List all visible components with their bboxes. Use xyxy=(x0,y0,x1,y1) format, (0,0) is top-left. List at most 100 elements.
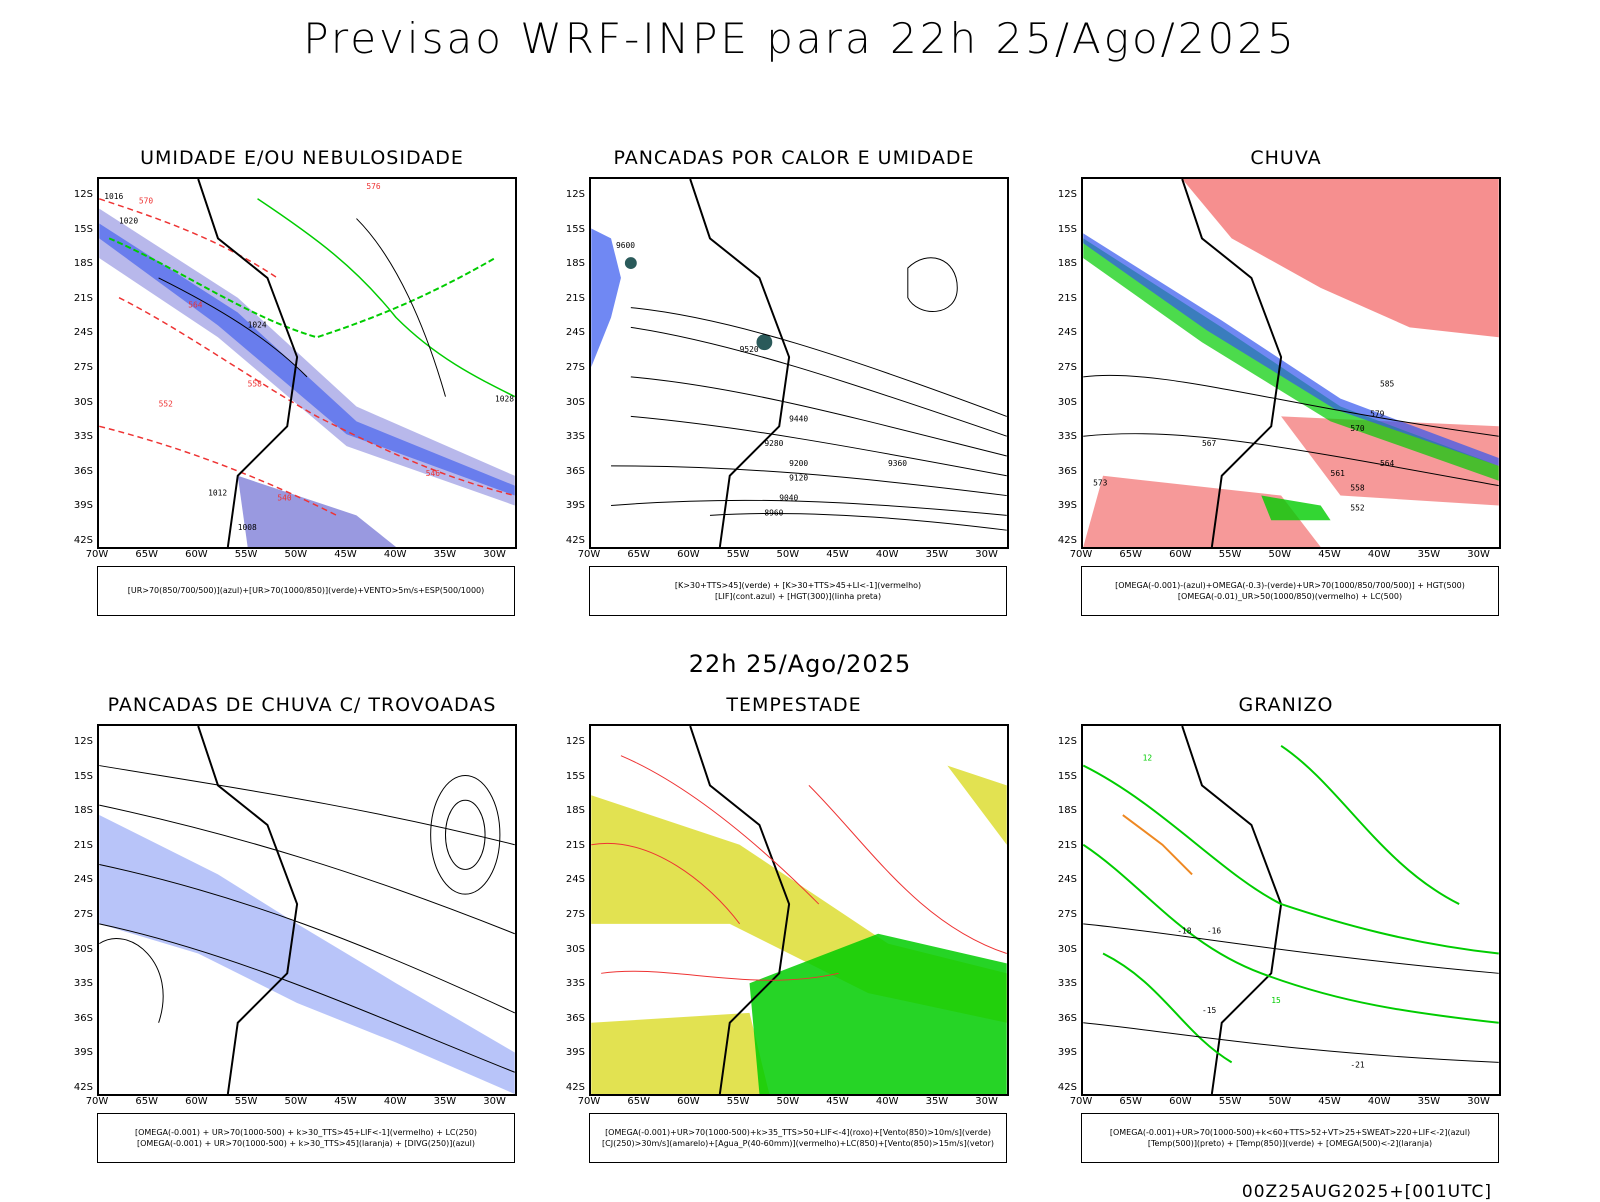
rain-green-band xyxy=(1083,238,1499,481)
rain-green-south xyxy=(1261,495,1331,521)
coastline xyxy=(689,179,791,547)
lat-tick-label: 39S xyxy=(565,1047,585,1059)
lat-tick-label: 15S xyxy=(1057,223,1077,235)
hgt-9200 xyxy=(611,499,1007,516)
run-time-label: 00Z25AUG2025+[001UTC] xyxy=(1241,1182,1492,1202)
thunderstorm-map-canvas xyxy=(99,726,515,1094)
lat-tick-label: 21S xyxy=(1057,839,1077,851)
lif-blue-area xyxy=(591,228,621,367)
lon-tick-label: 35W xyxy=(433,1096,457,1107)
hgt-line-2 xyxy=(1083,433,1499,487)
lc850-2 xyxy=(620,755,820,905)
lat-tick-label: 42S xyxy=(565,535,585,546)
lon-tick-label: 35W xyxy=(1417,549,1441,560)
lat-tick-label: 36S xyxy=(1057,465,1077,477)
lat-tick-label: 30S xyxy=(1057,396,1077,408)
lon-tick-label: 65W xyxy=(627,1096,650,1107)
lon-tick-label: 45W xyxy=(1318,1096,1341,1107)
storm-map-canvas xyxy=(591,726,1007,1094)
lat-tick-label: 15S xyxy=(565,770,585,782)
label-1028: 1028 xyxy=(495,395,514,404)
lat-tick-label: 21S xyxy=(565,292,585,304)
panel-1-title: UMIDADE E/OU NEBULOSIDADE xyxy=(140,147,464,169)
lat-tick-label: 12S xyxy=(1057,736,1077,747)
lat-tick-label: 12S xyxy=(565,736,585,747)
lon-tick-label: 55W xyxy=(1218,549,1242,560)
streamline-3 xyxy=(99,864,515,1014)
lon-tick-label: 40W xyxy=(875,549,899,560)
label-minus21: -21 xyxy=(1350,1060,1365,1069)
label-573: 573 xyxy=(1093,479,1108,488)
hgt-9040 xyxy=(709,513,1007,531)
green-contour xyxy=(108,237,496,339)
lat-tick-label: 12S xyxy=(73,736,93,747)
lon-tick-label: 60W xyxy=(185,549,208,560)
legend-line: [Temp(500)](preto) + [Temp(850)](verde) … xyxy=(1147,1138,1433,1148)
lat-tick-label: 39S xyxy=(565,500,585,512)
panel-3-title: CHUVA xyxy=(1250,147,1322,169)
temp500-2 xyxy=(1083,1022,1499,1063)
lon-tick-label: 65W xyxy=(135,549,158,560)
humidity-map-canvas: 1016 1020 1024 1028 1012 1008 570 564 55… xyxy=(99,179,515,547)
lc850-4 xyxy=(601,970,839,981)
lon-tick-label: 60W xyxy=(677,1096,700,1107)
jet-yellow-north xyxy=(947,765,1007,845)
lon-tick-label: 60W xyxy=(677,549,700,560)
panel-3-map: 573 570 567 564 561 558 552 579 585 xyxy=(1081,177,1501,549)
label-576: 576 xyxy=(366,182,381,191)
streamline-4 xyxy=(99,923,515,1073)
closed-contour xyxy=(907,257,958,312)
legend-line: [UR>70(850/700/500)](azul)+[UR>70(1000/8… xyxy=(127,586,485,595)
label-9120: 9120 xyxy=(789,474,808,483)
red-contour-3 xyxy=(99,425,338,517)
label-9280: 9280 xyxy=(764,439,783,448)
coastline xyxy=(197,179,299,547)
hgt-line-1 xyxy=(1083,374,1499,437)
lon-tick-label: 55W xyxy=(234,1096,258,1107)
legend-line: [OMEGA(-0.01)_UR>50(1000/850)(vermelho) … xyxy=(1177,591,1403,601)
lon-tick-label: 70W xyxy=(1069,1096,1093,1107)
label-9200: 9200 xyxy=(789,459,808,468)
label-1024: 1024 xyxy=(248,320,267,329)
legend-line: [OMEGA(-0.001)+UR>70(1000-500)+k>35_TTS>… xyxy=(605,1127,991,1137)
lat-tick-label: 18S xyxy=(565,805,585,817)
label-minus18: -18 xyxy=(1177,927,1192,936)
hgt-9440 xyxy=(630,376,1007,457)
lat-tick-label: 12S xyxy=(565,189,585,200)
lon-tick-label: 45W xyxy=(826,549,849,560)
lon-tick-label: 50W xyxy=(1268,549,1292,560)
lon-tick-label: 65W xyxy=(627,549,650,560)
lat-tick-label: 39S xyxy=(1057,500,1077,512)
lon-tick-label: 55W xyxy=(726,1096,750,1107)
lon-tick-label: 40W xyxy=(1367,549,1391,560)
lon-tick-label: 40W xyxy=(383,549,407,560)
lon-tick-label: 35W xyxy=(1417,1096,1441,1107)
label-8960: 8960 xyxy=(764,508,783,517)
temp850-3 xyxy=(1280,744,1460,905)
lat-tick-label: 21S xyxy=(73,292,93,304)
temp850-2 xyxy=(1083,843,1499,1024)
label-570: 570 xyxy=(1350,424,1365,433)
hgt-9600 xyxy=(630,307,1007,417)
legend-line: [K>30+TTS>45](verde) + [K>30+TTS>45+LI<-… xyxy=(674,580,922,590)
lat-tick-label: 39S xyxy=(1057,1047,1077,1059)
lat-tick-label: 18S xyxy=(1057,258,1077,270)
lat-tick-label: 21S xyxy=(1057,292,1077,304)
lat-tick-label: 30S xyxy=(1057,943,1077,955)
panel-4-map xyxy=(97,724,517,1096)
lat-tick-label: 24S xyxy=(1057,874,1077,886)
panel-5-map xyxy=(589,724,1009,1096)
lon-tick-label: 30W xyxy=(975,549,998,560)
label-9040: 9040 xyxy=(779,494,798,503)
label-585: 585 xyxy=(1380,380,1395,389)
lc850-3 xyxy=(808,785,1007,954)
lon-tick-label: 30W xyxy=(975,1096,998,1107)
lat-tick-label: 24S xyxy=(565,327,585,339)
lat-tick-label: 18S xyxy=(565,258,585,270)
omega-orange xyxy=(1122,814,1193,876)
lat-tick-label: 21S xyxy=(565,839,585,851)
lat-tick-label: 42S xyxy=(1057,535,1077,546)
label-9520: 9520 xyxy=(740,345,759,354)
lon-tick-label: 45W xyxy=(826,1096,849,1107)
rain-red-north xyxy=(1182,179,1499,338)
